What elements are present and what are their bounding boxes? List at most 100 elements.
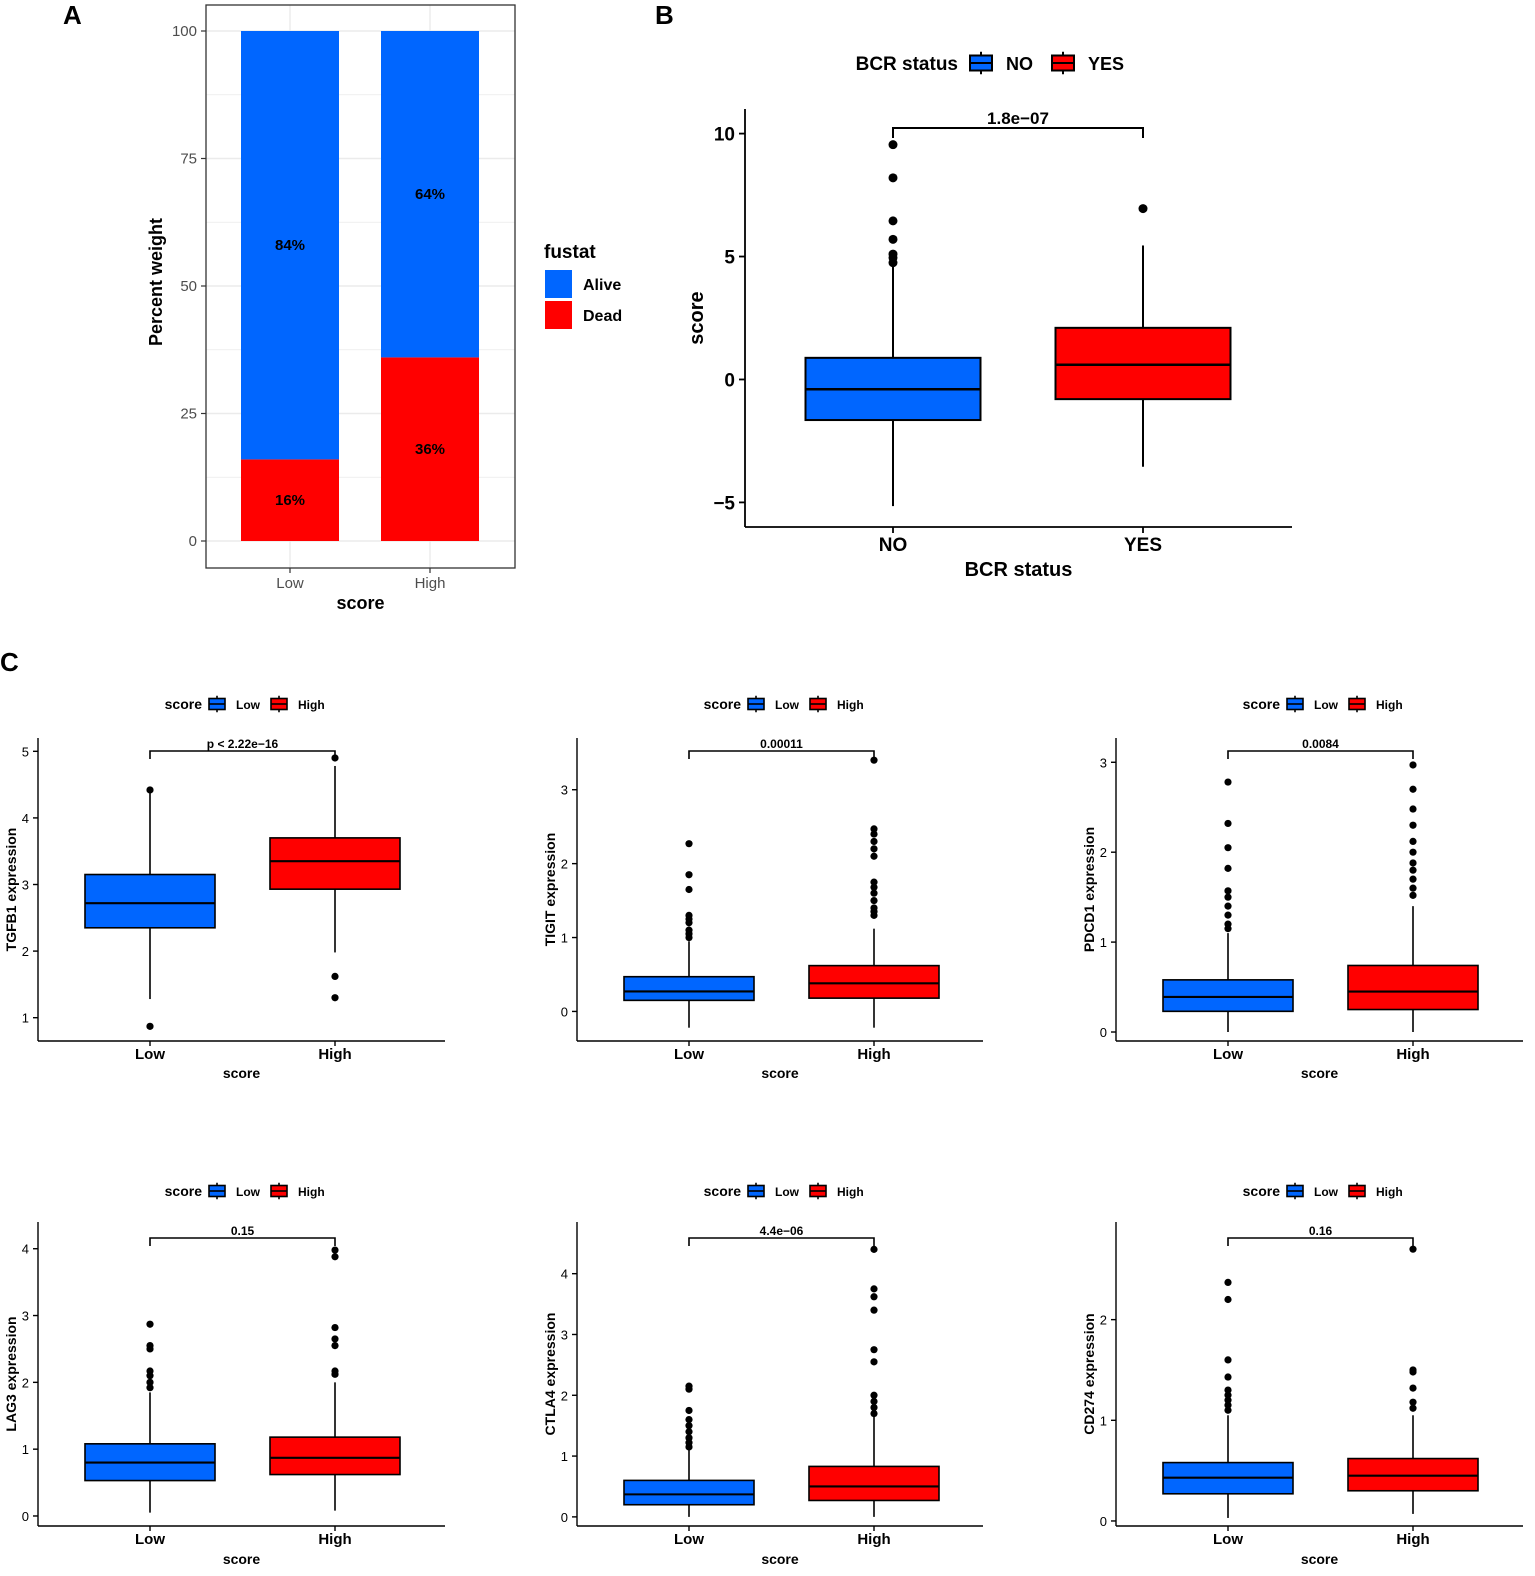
outlier-point-high bbox=[870, 1346, 878, 1354]
bar-dead-high bbox=[381, 357, 479, 541]
chart-b-bcr-boxplot: −5 0 5 10 NO YES 1.8e−07 BCR status score BCR sta… bbox=[686, 51, 1292, 581]
legend-title: score bbox=[704, 1183, 742, 1199]
panel-label-a: A bbox=[63, 0, 82, 30]
y-tick-label: 2 bbox=[1100, 845, 1107, 860]
y-axis-title: Percent weight bbox=[146, 218, 166, 346]
outlier-point-low bbox=[685, 1428, 693, 1436]
x-tick-label-high: High bbox=[1396, 1046, 1429, 1063]
y-tick-label: 3 bbox=[22, 878, 29, 893]
outlier-point-high bbox=[331, 994, 339, 1002]
legend-title: score bbox=[165, 696, 203, 712]
chart-a-stacked-bar: 16% 84% 36% 64% 0 25 50 75 100 Low High score Percen… bbox=[146, 4, 622, 613]
outlier-point-low bbox=[1224, 911, 1232, 919]
y-tick-label: 75 bbox=[180, 151, 197, 168]
y-tick-label: 2 bbox=[22, 944, 29, 959]
outlier-point-low bbox=[1224, 1278, 1232, 1286]
box-high bbox=[1347, 964, 1479, 1011]
outlier-point-low bbox=[685, 911, 693, 919]
legend-label-low: Low bbox=[1314, 1185, 1339, 1199]
y-tick-label: 3 bbox=[561, 1327, 568, 1342]
y-tick-label: 2 bbox=[561, 857, 568, 872]
outlier-point-high bbox=[331, 1335, 339, 1343]
outlier-point-low bbox=[685, 1406, 693, 1415]
bar-label-dead-low: 16% bbox=[275, 492, 305, 509]
outlier-point-high bbox=[870, 830, 878, 838]
significance-bracket bbox=[892, 127, 1144, 138]
outlier-point-low bbox=[146, 1022, 154, 1030]
outlier-point-low bbox=[685, 1382, 693, 1390]
subplot-pdcd1-expression: 0 1 2 3 Low High 0.0084 score PDCD1 expression sc… bbox=[1081, 695, 1523, 1081]
outlier-point-high bbox=[870, 1285, 878, 1293]
legend-label-no: NO bbox=[1006, 54, 1033, 74]
outlier-point-high bbox=[1409, 848, 1417, 856]
outlier-point-low bbox=[146, 1342, 154, 1350]
box-low bbox=[623, 1479, 755, 1506]
p-value-label: 0.15 bbox=[231, 1224, 255, 1238]
box-low bbox=[84, 873, 216, 929]
legend-title: score bbox=[1243, 696, 1281, 712]
outlier-point-high bbox=[331, 1323, 339, 1332]
outlier-point-low bbox=[685, 1434, 693, 1442]
x-tick-label-high: High bbox=[415, 575, 446, 592]
outlier-point-low bbox=[1224, 1295, 1232, 1304]
outlier-point-no bbox=[888, 234, 898, 244]
y-tick-label: 1 bbox=[1100, 1413, 1107, 1428]
y-tick-label: 0 bbox=[22, 1509, 29, 1524]
x-tick-label-high: High bbox=[318, 1531, 351, 1548]
outlier-point-high bbox=[331, 1246, 339, 1254]
significance-bracket bbox=[1227, 1237, 1414, 1246]
outlier-point-high bbox=[1409, 785, 1417, 793]
bar-alive-low bbox=[241, 31, 339, 460]
legend-label-low: Low bbox=[775, 1185, 800, 1199]
outlier-point-low bbox=[146, 1384, 154, 1392]
y-tick-label: 2 bbox=[1100, 1313, 1107, 1328]
y-axis-title: score bbox=[686, 291, 708, 344]
y-tick-label: 1 bbox=[1100, 935, 1107, 950]
outlier-point-high bbox=[1409, 891, 1417, 899]
outlier-point-high bbox=[870, 1293, 878, 1301]
box-high bbox=[269, 837, 401, 890]
panel-label-b: B bbox=[655, 0, 674, 30]
y-tick-label: 0 bbox=[1100, 1025, 1107, 1040]
y-tick-label: 50 bbox=[180, 278, 197, 295]
legend-title: score bbox=[165, 1183, 203, 1199]
y-tick-label: 4 bbox=[561, 1267, 568, 1282]
x-axis-title: score bbox=[761, 1065, 799, 1081]
outlier-point-high bbox=[331, 1253, 339, 1261]
y-tick-label: 1 bbox=[22, 1011, 29, 1026]
subplot-lag3-expression: 0 1 2 3 4 Low High 0.15 score LAG3 expression scor… bbox=[3, 1182, 445, 1567]
y-axis-title: TIGIT expression bbox=[542, 833, 558, 947]
legend-label-alive: Alive bbox=[583, 277, 621, 294]
panel-label-c: C bbox=[0, 647, 19, 677]
outlier-point-high bbox=[870, 904, 878, 912]
significance-bracket bbox=[1227, 750, 1414, 759]
x-axis-title: score bbox=[1301, 1065, 1339, 1081]
outlier-point-high bbox=[870, 845, 878, 853]
outlier-point-low bbox=[146, 1367, 154, 1375]
y-tick-label: 5 bbox=[22, 744, 29, 759]
legend-label-high: High bbox=[298, 698, 325, 712]
outlier-point-high bbox=[1409, 1245, 1417, 1253]
outlier-point-high bbox=[870, 1403, 878, 1412]
outlier-point-low bbox=[1224, 1391, 1232, 1399]
p-value-label: 0.16 bbox=[1309, 1224, 1333, 1238]
significance-bracket bbox=[688, 1237, 875, 1246]
y-tick-label: 0 bbox=[561, 1004, 568, 1019]
p-value-label: 1.8e−07 bbox=[987, 109, 1049, 128]
chart-c-expression-boxplots: 1 2 3 4 5 Low High p < 2.22e−16 score TGFB1 expre… bbox=[3, 695, 1523, 1567]
x-axis-title: BCR status bbox=[965, 559, 1073, 581]
outlier-point-high bbox=[870, 1245, 878, 1253]
x-tick-label-low: Low bbox=[674, 1531, 704, 1548]
outlier-point-high bbox=[870, 896, 878, 905]
outlier-point-low bbox=[685, 1422, 693, 1430]
subplot-tgfb1-expression: 1 2 3 4 5 Low High p < 2.22e−16 score TGFB1 expre… bbox=[3, 695, 445, 1081]
outlier-point-low bbox=[1224, 1386, 1232, 1394]
box-high bbox=[269, 1436, 401, 1476]
bar-label-dead-high: 36% bbox=[415, 441, 445, 458]
outlier-point-high bbox=[1409, 821, 1417, 829]
outlier-point-no bbox=[888, 173, 898, 183]
y-axis-title: PDCD1 expression bbox=[1081, 827, 1097, 952]
y-tick-label: 3 bbox=[1100, 755, 1107, 770]
outlier-point-high bbox=[870, 825, 878, 833]
x-tick-label-high: High bbox=[318, 1046, 351, 1063]
